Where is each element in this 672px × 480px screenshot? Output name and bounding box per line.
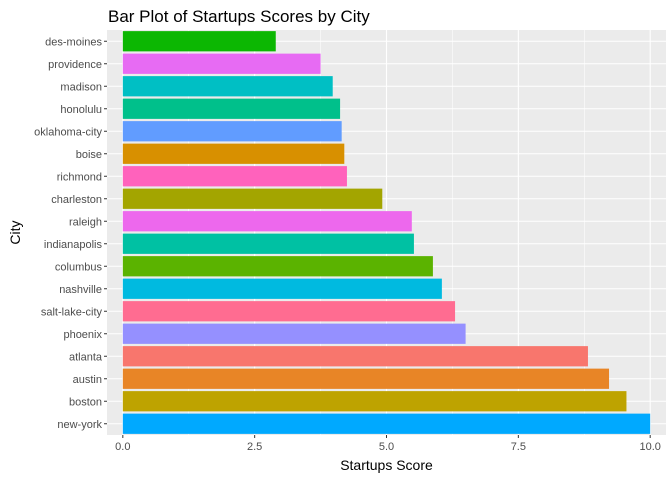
bar-richmond [122, 166, 347, 187]
x-tick-label: 10.0 [639, 441, 660, 453]
chart-title: Bar Plot of Startups Scores by City [108, 7, 370, 26]
y-tick-label: new-york [57, 419, 102, 431]
y-tick-label: providence [48, 59, 102, 71]
bars-layer [122, 31, 651, 434]
x-axis-ticks: 0.0 2.5 5.0 7.5 10.0 [115, 435, 661, 453]
bar-boise [122, 143, 345, 164]
y-tick-label: richmond [57, 171, 102, 183]
x-axis-title: Startups Score [340, 457, 433, 473]
bar-des-moines [122, 31, 276, 52]
bar-phoenix [122, 323, 466, 344]
y-tick-label: boise [76, 149, 102, 161]
bar-providence [122, 53, 321, 74]
bar-charleston [122, 188, 383, 209]
y-tick-label: columbus [55, 261, 103, 273]
x-tick-label: 0.0 [115, 441, 130, 453]
bar-columbus [122, 256, 433, 277]
bar-indianapolis [122, 233, 414, 254]
bar-honolulu [122, 98, 341, 119]
y-tick-label: charleston [51, 194, 102, 206]
y-tick-label: honolulu [60, 104, 102, 116]
x-tick-label: 7.5 [511, 441, 526, 453]
bar-salt-lake-city [122, 301, 456, 322]
y-tick-label: nashville [59, 284, 102, 296]
bar-raleigh [122, 211, 412, 232]
bar-austin [122, 368, 610, 389]
y-tick-label: atlanta [69, 351, 103, 363]
y-axis-title: City [7, 220, 23, 244]
y-tick-label: raleigh [69, 216, 102, 228]
y-tick-label: madison [60, 81, 102, 93]
bar-nashville [122, 278, 442, 299]
bar-oklahoma-city [122, 121, 342, 142]
y-tick-label: des-moines [45, 36, 102, 48]
x-tick-label: 5.0 [379, 441, 394, 453]
bar-atlanta [122, 346, 588, 367]
y-tick-label: indianapolis [44, 239, 103, 251]
bar-boston [122, 391, 627, 412]
bar-madison [122, 76, 333, 97]
y-tick-label: phoenix [63, 329, 102, 341]
y-axis-ticks: des-moines providence madison honolulu oklah… [34, 36, 107, 431]
x-tick-label: 2.5 [247, 441, 262, 453]
y-tick-label: oklahoma-city [34, 126, 102, 138]
y-tick-label: boston [69, 396, 102, 408]
y-tick-label: austin [73, 374, 102, 386]
y-tick-label: salt-lake-city [41, 306, 103, 318]
bar-new-york [122, 413, 651, 434]
